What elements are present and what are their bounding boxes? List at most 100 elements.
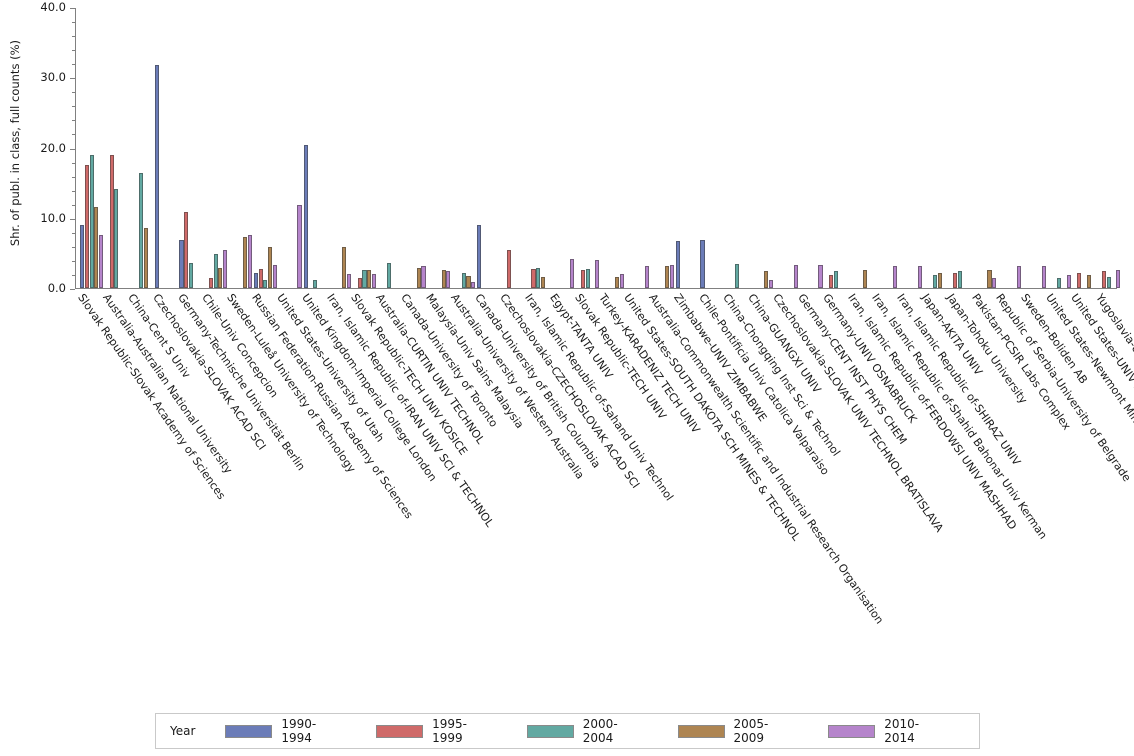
bar xyxy=(1016,265,1021,288)
y-axis-tick xyxy=(71,162,75,164)
bar-group xyxy=(477,7,500,288)
bar xyxy=(367,269,372,288)
bar xyxy=(987,270,992,288)
bar-group xyxy=(750,7,773,288)
bar xyxy=(357,278,362,288)
y-axis-tick xyxy=(71,260,75,262)
bar xyxy=(1116,269,1121,288)
bar xyxy=(446,271,451,288)
bar-group xyxy=(1097,7,1121,288)
legend-label: 2000-2004 xyxy=(582,717,618,745)
bar-group xyxy=(328,7,352,288)
bar xyxy=(109,155,114,288)
bars-layer xyxy=(76,7,1121,288)
bar-group xyxy=(204,7,228,288)
legend-swatch xyxy=(828,724,876,738)
bar-group xyxy=(179,7,202,288)
bar-group xyxy=(899,7,922,288)
bar xyxy=(362,270,367,288)
bar xyxy=(764,271,769,288)
y-axis-tick xyxy=(70,8,75,9)
bar xyxy=(371,273,376,288)
bar-group xyxy=(502,7,525,288)
legend-item[interactable]: 2005-2009 xyxy=(677,717,793,745)
legend-label: 1995-1999 xyxy=(432,717,467,745)
y-axis-tick-label: 40.0 xyxy=(40,0,66,14)
bar xyxy=(258,269,263,288)
bar xyxy=(218,267,223,288)
bar xyxy=(387,263,392,288)
bar xyxy=(1057,278,1062,288)
legend-item[interactable]: 1995-1999 xyxy=(376,717,491,745)
bar xyxy=(154,65,159,288)
bar xyxy=(312,280,317,288)
bar xyxy=(734,264,739,288)
bar-group xyxy=(229,7,252,288)
bar xyxy=(188,263,193,288)
bar-group xyxy=(700,7,723,288)
legend-label: 1990-1994 xyxy=(281,717,317,745)
legend-swatch xyxy=(526,724,574,738)
bar xyxy=(1086,275,1091,288)
bar-group xyxy=(105,7,128,288)
y-axis-tick xyxy=(71,190,75,192)
bar-group xyxy=(428,7,451,288)
bar xyxy=(570,258,575,288)
legend-item[interactable]: 1990-1994 xyxy=(225,717,340,745)
bar-group xyxy=(1048,7,1071,288)
bar xyxy=(581,269,586,288)
bar xyxy=(416,267,421,288)
legend-swatch xyxy=(376,724,424,738)
bar-group xyxy=(527,7,550,288)
bar-group xyxy=(353,7,376,288)
bar-group xyxy=(130,7,153,288)
y-axis-tick xyxy=(71,106,75,108)
bar xyxy=(247,235,252,288)
bar xyxy=(80,224,85,288)
bar xyxy=(531,269,536,288)
bar-group xyxy=(849,7,872,288)
bar xyxy=(1102,271,1107,288)
bar xyxy=(768,280,773,288)
bar xyxy=(213,254,218,288)
y-axis-tick-label: 10.0 xyxy=(40,210,66,225)
bar xyxy=(933,275,938,288)
bar xyxy=(143,227,148,288)
bar xyxy=(536,267,541,288)
bar-group xyxy=(253,7,277,288)
y-axis-tick xyxy=(70,148,75,150)
bar-group xyxy=(80,7,104,288)
bar xyxy=(179,240,184,288)
bar xyxy=(992,278,997,288)
bar xyxy=(184,212,189,288)
bar xyxy=(669,264,674,288)
bar xyxy=(829,275,834,288)
y-axis-tick-label: 0.0 xyxy=(47,281,66,295)
bar xyxy=(466,276,471,288)
bar xyxy=(421,266,426,288)
bar xyxy=(863,270,868,288)
bar xyxy=(1077,272,1082,288)
bar xyxy=(957,271,963,288)
bar xyxy=(208,278,214,288)
bar xyxy=(267,246,273,288)
bar xyxy=(441,270,446,288)
bar xyxy=(243,237,248,288)
bar-group xyxy=(998,7,1021,288)
bar xyxy=(223,250,228,288)
bar xyxy=(644,265,649,288)
y-axis-tick xyxy=(70,78,75,80)
bar xyxy=(477,224,482,288)
bar-group xyxy=(973,7,997,288)
legend: Year 1990-1994 1995-1999 2000-2004 2005-200… xyxy=(155,713,980,749)
bar xyxy=(253,272,258,288)
bar-group xyxy=(303,7,327,288)
bar xyxy=(585,269,590,288)
x-axis-labels: Slovak Republic-Slovak Academy of Scienc… xyxy=(75,291,1134,712)
y-axis-tick xyxy=(71,204,75,206)
bar-group xyxy=(576,7,600,288)
legend-item[interactable]: 2000-2004 xyxy=(526,717,642,745)
bar xyxy=(297,205,302,288)
legend-item[interactable]: 2010-2014 xyxy=(828,717,943,745)
